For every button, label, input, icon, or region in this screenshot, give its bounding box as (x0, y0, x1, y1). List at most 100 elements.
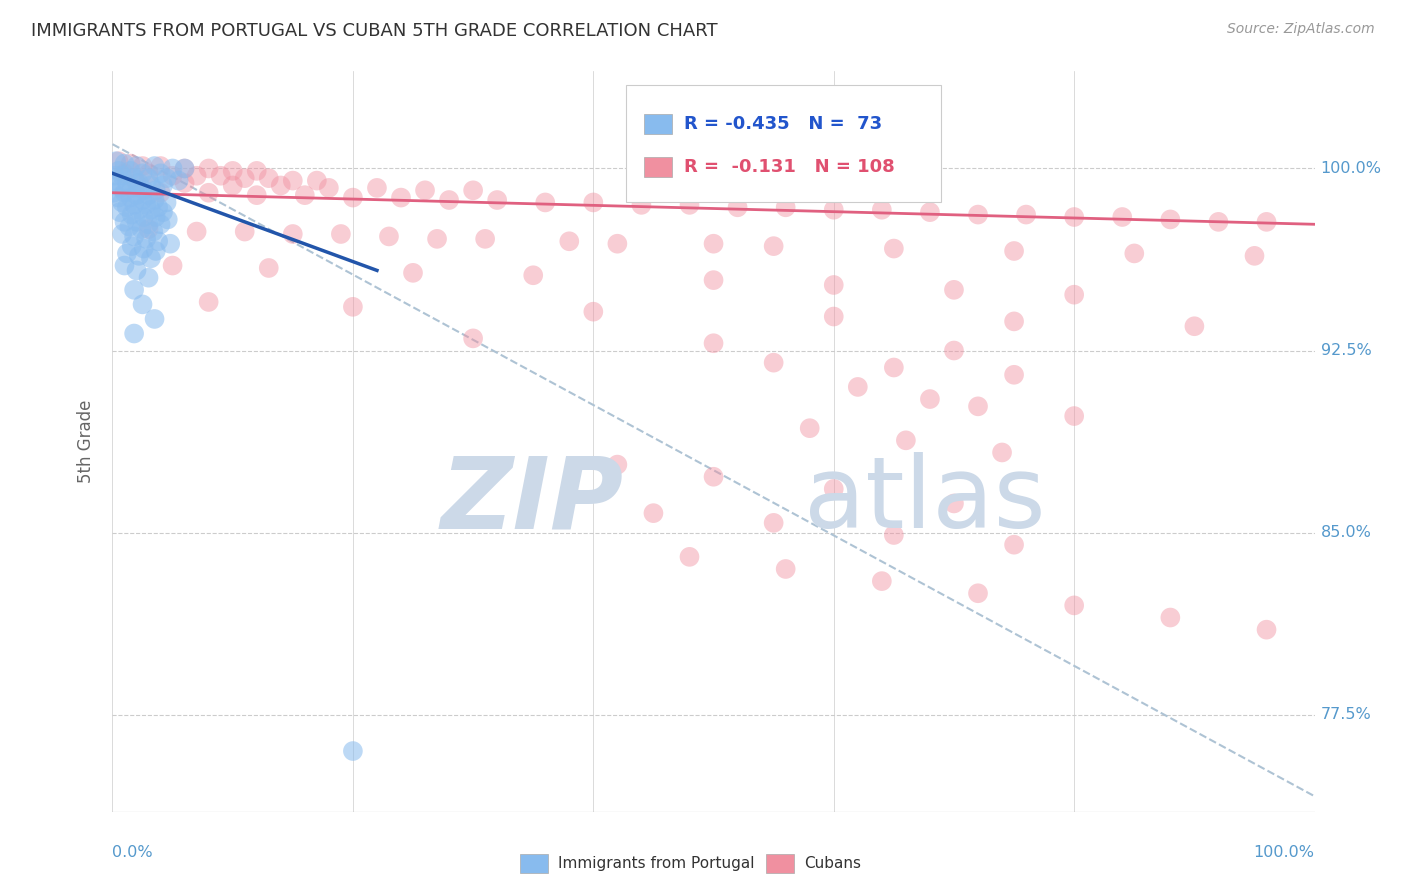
Point (121, 208, 143, 222)
Point (991, 445, 1014, 459)
Point (775, 200, 797, 214)
Point (318, 181, 340, 195)
Point (118, 219, 141, 234)
Point (942, 496, 965, 510)
Point (209, 169, 232, 183)
Point (281, 173, 304, 187)
Point (155, 171, 177, 186)
Point (522, 268, 544, 283)
Point (138, 166, 160, 180)
Point (823, 277, 845, 292)
Point (125, 176, 148, 190)
Point (142, 225, 165, 239)
Point (246, 164, 269, 178)
Point (1184, 319, 1206, 334)
Point (149, 159, 172, 173)
Point (115, 246, 138, 260)
Point (146, 200, 169, 214)
Point (606, 458, 628, 472)
Text: 92.5%: 92.5% (1320, 343, 1371, 358)
Point (104, 169, 127, 183)
Point (727, 200, 749, 214)
Point (342, 300, 364, 314)
Point (461, 183, 484, 197)
Point (173, 161, 195, 176)
Point (122, 326, 145, 341)
Point (145, 210, 167, 224)
Point (942, 343, 965, 358)
Point (630, 198, 652, 212)
Point (534, 195, 557, 210)
Point (222, 164, 245, 178)
Text: ZIP: ZIP (440, 452, 623, 549)
Point (246, 188, 269, 202)
Point (103, 186, 125, 200)
Point (167, 173, 190, 187)
Point (1208, 215, 1230, 229)
Point (582, 304, 605, 318)
Point (107, 164, 129, 178)
Point (114, 156, 136, 170)
Text: 5th Grade: 5th Grade (77, 400, 96, 483)
Point (918, 392, 941, 406)
Point (197, 186, 219, 200)
Point (1015, 208, 1038, 222)
Point (131, 159, 153, 173)
Point (1123, 246, 1146, 260)
Point (762, 356, 785, 370)
Point (138, 217, 160, 231)
Point (145, 183, 167, 197)
Point (120, 164, 142, 178)
Point (402, 266, 425, 280)
Text: Cubans: Cubans (804, 856, 862, 871)
Point (128, 249, 150, 263)
Point (823, 482, 845, 496)
Point (378, 229, 401, 244)
Point (105, 154, 128, 169)
Point (894, 434, 917, 448)
Point (143, 193, 166, 207)
Point (159, 236, 181, 251)
Point (128, 202, 150, 217)
Point (139, 202, 162, 217)
Point (162, 259, 184, 273)
Point (678, 198, 700, 212)
Point (1063, 599, 1085, 613)
Point (143, 159, 166, 173)
Point (114, 166, 136, 180)
Point (775, 562, 797, 576)
Point (967, 400, 990, 414)
Point (967, 208, 990, 222)
Point (143, 312, 166, 326)
Point (1002, 244, 1025, 258)
Point (131, 193, 153, 207)
Point (233, 171, 256, 186)
Point (186, 169, 208, 183)
Text: 77.5%: 77.5% (1320, 707, 1371, 723)
Point (558, 234, 581, 248)
Point (366, 181, 388, 195)
Point (389, 191, 412, 205)
Point (1002, 314, 1025, 328)
Point (120, 191, 142, 205)
Point (131, 166, 153, 180)
Point (138, 270, 160, 285)
Point (918, 205, 941, 219)
Point (762, 516, 785, 530)
Text: Immigrants from Portugal: Immigrants from Portugal (558, 856, 755, 871)
Point (342, 744, 364, 758)
Point (131, 222, 153, 236)
Point (967, 586, 990, 600)
Point (1256, 623, 1278, 637)
Point (799, 421, 821, 435)
Point (883, 528, 905, 542)
Text: R = -0.435   N =  73: R = -0.435 N = 73 (683, 115, 882, 133)
Point (186, 225, 208, 239)
Text: R =  -0.131   N = 108: R = -0.131 N = 108 (683, 158, 894, 176)
Point (114, 186, 136, 200)
Point (111, 169, 134, 183)
Point (1002, 538, 1025, 552)
Point (197, 161, 219, 176)
Point (125, 215, 148, 229)
Point (131, 297, 153, 311)
